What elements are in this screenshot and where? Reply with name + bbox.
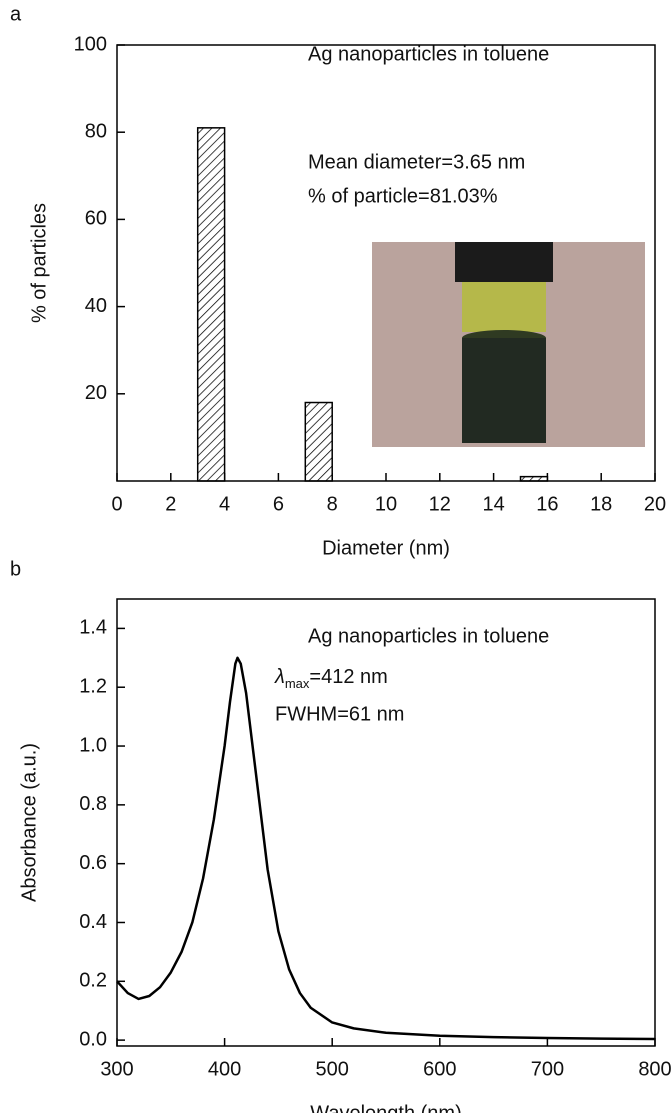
y-tick-label: 0.2 <box>79 970 107 992</box>
y-tick-label: 20 <box>85 382 107 404</box>
plot-frame <box>116 44 656 482</box>
y-tick-label: 1.0 <box>79 734 107 756</box>
x-tick-label: 6 <box>273 493 284 515</box>
panel-label: b <box>10 558 21 580</box>
x-tick-label: 14 <box>482 493 504 515</box>
x-tick-label: 300 <box>100 1058 133 1080</box>
y-tick-label: 0.6 <box>79 852 107 874</box>
x-tick-label: 0 <box>111 493 122 515</box>
x-tick-label: 12 <box>429 493 451 515</box>
x-tick-label: 20 <box>644 493 666 515</box>
x-tick-label: 600 <box>423 1058 456 1080</box>
y-axis-label: % of particles <box>28 203 50 323</box>
x-tick-label: 10 <box>375 493 397 515</box>
y-tick-label: 1.2 <box>79 676 107 698</box>
x-tick-label: 800 <box>638 1058 671 1080</box>
fwhm-annotation: FWHM=61 nm <box>275 703 404 725</box>
inset-photo <box>372 242 645 447</box>
x-axis-label: Diameter (nm) <box>322 537 450 559</box>
lambda-subscript: max <box>285 676 310 691</box>
y-tick-label: 0.0 <box>79 1028 107 1050</box>
y-tick-label: 80 <box>85 120 107 142</box>
x-tick-label: 700 <box>531 1058 564 1080</box>
y-tick-label: 100 <box>74 33 107 55</box>
x-tick-label: 500 <box>316 1058 349 1080</box>
x-tick-label: 18 <box>590 493 612 515</box>
x-axis-label: Wavelength (nm) <box>310 1102 462 1113</box>
y-tick-label: 0.8 <box>79 793 107 815</box>
y-axis-label: Absorbance (a.u.) <box>18 743 40 902</box>
x-tick-label: 2 <box>165 493 176 515</box>
x-tick-label: 400 <box>208 1058 241 1080</box>
y-tick-label: 0.4 <box>79 911 107 933</box>
panel-label: a <box>10 3 22 25</box>
lambda-value: =412 nm <box>309 666 387 688</box>
y-tick-label: 40 <box>85 295 107 317</box>
line <box>116 656 656 1041</box>
y-tick-label: 60 <box>85 208 107 230</box>
bar-hatch <box>197 127 225 481</box>
y-tick-label: 1.4 <box>79 617 107 639</box>
plot-frame <box>116 598 656 1047</box>
annotation: Mean diameter=3.65 nm <box>308 151 525 173</box>
annotation: Ag nanoparticles in toluene <box>308 625 549 647</box>
x-tick-label: 4 <box>219 493 230 515</box>
annotation: % of particle=81.03% <box>308 185 498 207</box>
bar-hatch <box>520 476 548 481</box>
x-tick-label: 8 <box>327 493 338 515</box>
bar-hatch <box>305 402 333 481</box>
annotation: Ag nanoparticles in toluene <box>308 43 549 65</box>
bar-group <box>196 127 226 482</box>
x-tick-label: 16 <box>536 493 558 515</box>
lambda-symbol: λ <box>274 666 285 688</box>
lambda-annotation: λmax=412 nm <box>274 666 388 691</box>
bar-group <box>304 401 333 482</box>
